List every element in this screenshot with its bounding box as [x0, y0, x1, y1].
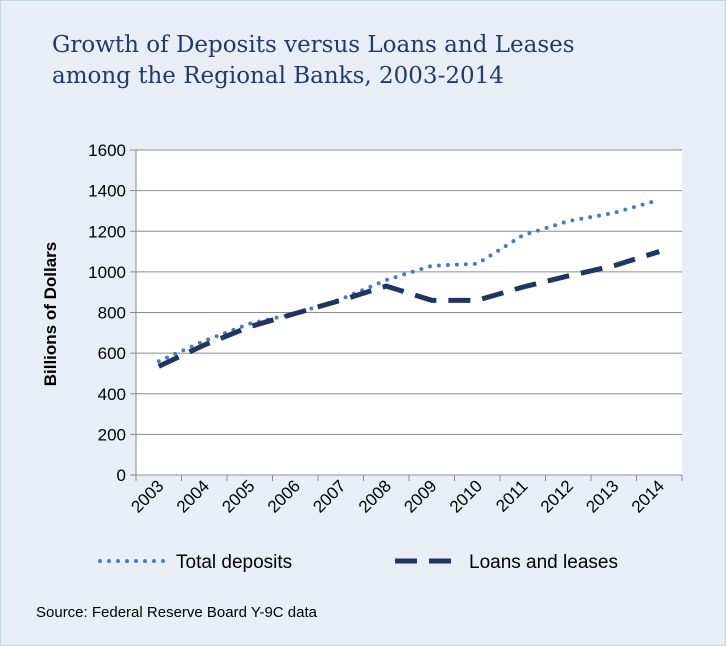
- y-tick-label: 400: [98, 385, 126, 404]
- chart-title-line-2: among the Regional Banks, 2003-2014: [52, 63, 504, 89]
- series-line-1: [156, 197, 662, 364]
- source-note: Source: Federal Reserve Board Y-9C data: [36, 604, 317, 621]
- x-tick-label: 2010: [446, 476, 486, 516]
- y-tick-label: 1200: [88, 222, 126, 241]
- series-lines: [156, 197, 662, 369]
- x-tick-label: 2013: [582, 476, 622, 516]
- x-tick-label: 2006: [264, 476, 304, 516]
- y-tick-label: 0: [117, 466, 126, 485]
- x-tick-label: 2005: [218, 476, 258, 516]
- y-tick-label: 1400: [88, 182, 126, 201]
- x-tick-labels: 2003 2004 2005 2006 2007 2008 2009 2010 2011 2012…: [127, 476, 668, 516]
- axes: [130, 149, 683, 481]
- x-tick-label: 2009: [400, 476, 440, 516]
- x-tick-label: 2012: [537, 476, 577, 516]
- legend: Total deposits Loans and leases: [98, 552, 618, 573]
- y-tick-label: 1600: [88, 141, 126, 160]
- x-tick-label: 2014: [628, 476, 668, 516]
- chart-title: Growth of Deposits versus Loans and Leas…: [52, 30, 692, 92]
- x-tick-label: 2004: [173, 476, 213, 516]
- y-axis-label: Billions of Dollars: [41, 242, 60, 387]
- y-tick-label: 1000: [88, 263, 126, 282]
- y-tick-labels: 0 200 400 600 800 1000 1200 1400 1600: [88, 141, 126, 485]
- x-tick-label: 2011: [492, 476, 531, 515]
- legend-label-2: Loans and leases: [469, 552, 618, 573]
- x-tick-label: 2008: [355, 476, 395, 516]
- legend-label-1: Total deposits: [176, 552, 292, 573]
- y-tick-label: 800: [98, 304, 126, 323]
- chart-title-line-1: Growth of Deposits versus Loans and Leas…: [52, 32, 575, 58]
- y-tick-label: 600: [98, 344, 126, 363]
- x-tick-label: 2003: [127, 476, 167, 516]
- y-tick-label: 200: [98, 425, 126, 444]
- x-tick-label: 2007: [309, 476, 349, 516]
